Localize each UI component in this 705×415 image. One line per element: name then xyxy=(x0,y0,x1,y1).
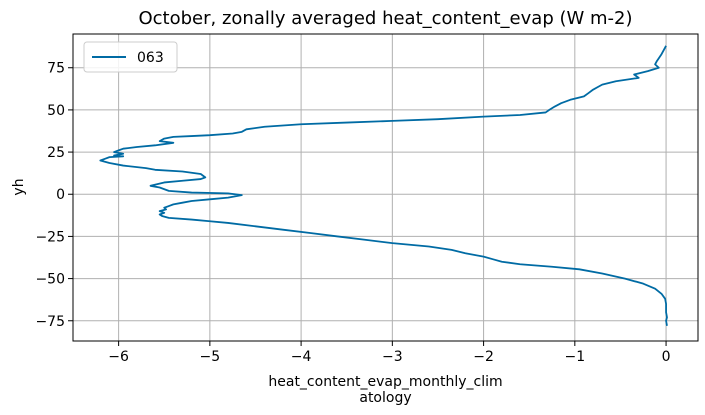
y-tick-label: −50 xyxy=(35,272,65,288)
legend: 063 xyxy=(83,41,178,73)
series-line-063 xyxy=(99,45,668,326)
x-tick-label: −5 xyxy=(200,349,221,365)
legend-box xyxy=(83,41,178,73)
x-tick-label: −4 xyxy=(291,349,312,365)
y-axis-label: yh xyxy=(11,178,27,195)
y-tick-label: −75 xyxy=(35,314,65,330)
x-axis-label-line-1: heat_content_evap_monthly_clim xyxy=(268,374,502,390)
y-tick-label: 50 xyxy=(47,103,65,119)
x-tick-label: −6 xyxy=(108,349,129,365)
x-tick-label: −2 xyxy=(473,349,494,365)
chart-title: October, zonally averaged heat_content_e… xyxy=(138,8,632,29)
x-tick-label: −1 xyxy=(565,349,586,365)
y-tick-label: 75 xyxy=(47,61,65,77)
y-tick-label: 25 xyxy=(47,145,65,161)
legend-label: 063 xyxy=(137,50,164,66)
plot-series xyxy=(99,45,668,326)
x-tick-label: −3 xyxy=(382,349,403,365)
x-axis-label-line-2: atology xyxy=(359,390,411,406)
y-tick-label: 0 xyxy=(56,187,65,203)
axis-ticks: −6 −5 −4 −3 −2 −1 0 75 50 25 0 −25 −50 −75 xyxy=(35,61,670,365)
y-tick-label: −25 xyxy=(35,229,65,245)
plot-area-frame xyxy=(72,33,699,342)
x-tick-label: 0 xyxy=(662,349,671,365)
